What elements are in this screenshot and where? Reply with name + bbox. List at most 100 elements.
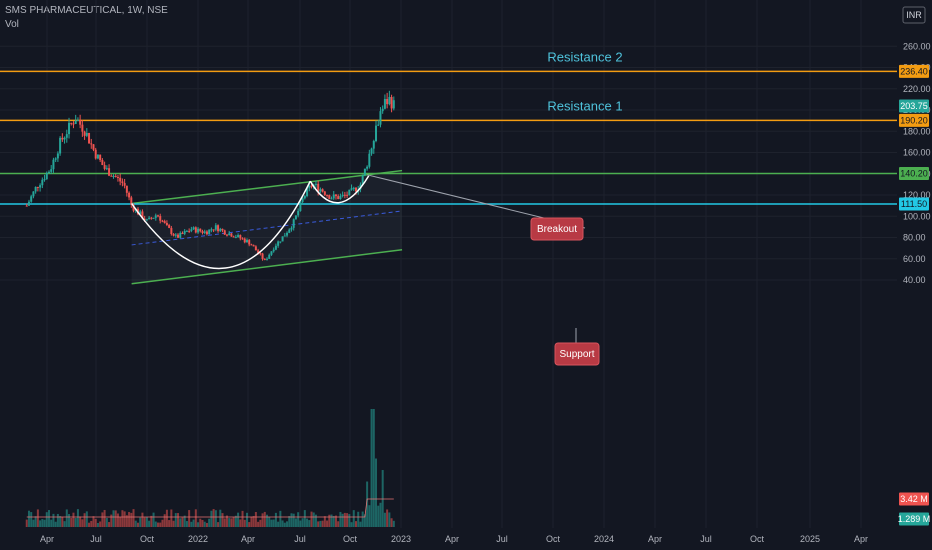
candle-body — [174, 234, 177, 236]
candle-body — [125, 185, 128, 193]
volume-bar — [68, 514, 71, 527]
candle-body — [205, 231, 208, 235]
volume-bar — [188, 510, 191, 527]
candle-body — [272, 249, 275, 252]
candle-body — [370, 148, 373, 154]
level-price-tag-text: 236.40 — [900, 66, 928, 76]
candle-body — [379, 111, 382, 125]
time-axis[interactable] — [0, 528, 932, 550]
candle-body — [245, 240, 248, 243]
volume-bar — [201, 519, 204, 527]
price-axis[interactable] — [897, 0, 932, 528]
candle-body — [375, 125, 378, 141]
volume-bar — [314, 514, 317, 527]
volume-bar — [36, 509, 39, 527]
candle-body — [310, 185, 313, 187]
volume-bar — [54, 521, 57, 527]
candle-body — [306, 188, 309, 197]
volume-bar — [65, 509, 68, 527]
volume-bar — [45, 512, 48, 527]
volume-bar — [372, 409, 375, 527]
volume-bar — [161, 519, 164, 527]
candle-body — [354, 187, 357, 192]
volume-bar — [81, 519, 84, 527]
candle-body — [388, 97, 391, 105]
volume-bar — [381, 470, 384, 527]
candle-body — [288, 229, 291, 233]
volume-bar — [377, 505, 380, 527]
volume-indicator-label[interactable]: Vol — [5, 19, 19, 30]
volume-bar — [237, 512, 240, 527]
candle-body — [192, 227, 195, 230]
volume-bar — [230, 518, 233, 527]
volume-bar — [39, 520, 42, 527]
candle-body — [243, 238, 246, 243]
volume-bar — [205, 522, 208, 527]
y-tick-label: 40.00 — [903, 275, 926, 285]
currency-button[interactable] — [902, 6, 926, 24]
candles — [25, 90, 395, 261]
candle-body — [177, 234, 180, 238]
candle-body — [337, 196, 340, 200]
volume-tag-text: 1.289 M — [898, 514, 931, 524]
x-tick-label: Apr — [854, 534, 868, 544]
volume-bars — [25, 409, 395, 527]
candle-body — [281, 236, 284, 242]
volume-bar — [125, 515, 128, 527]
volume-bar — [370, 409, 373, 527]
candle-body — [114, 175, 117, 178]
candle-body — [165, 222, 168, 226]
candle-body — [119, 177, 122, 182]
volume-bar — [79, 516, 82, 527]
candle-body — [299, 201, 302, 211]
volume-bar — [352, 510, 355, 527]
candle-body — [290, 227, 293, 230]
volume-bar — [163, 514, 166, 527]
candle-body — [232, 236, 235, 238]
candle-body — [183, 231, 186, 234]
volume-bar — [383, 512, 386, 527]
cup-handle-arcs — [131, 175, 370, 270]
candle-body — [319, 189, 322, 192]
volume-bar — [392, 520, 395, 527]
candle-body — [263, 258, 266, 260]
volume-bar — [228, 518, 231, 527]
volume-bar — [363, 514, 366, 527]
volume-bar — [132, 509, 135, 527]
x-tick-label: Apr — [648, 534, 662, 544]
volume-bar — [85, 511, 88, 527]
volume-bar — [103, 509, 106, 527]
candle-body — [99, 154, 102, 161]
candle-body — [339, 196, 342, 200]
candle-body — [308, 185, 311, 189]
volume-bar — [361, 511, 364, 527]
volume-bar — [292, 513, 295, 527]
candle-body — [45, 172, 48, 180]
candle-body — [368, 153, 371, 167]
volume-bar — [30, 512, 33, 527]
x-tick-label: Apr — [445, 534, 459, 544]
candle-body — [270, 251, 273, 255]
volume-bar — [312, 512, 315, 527]
breakout-callout[interactable] — [530, 217, 584, 241]
volume-bar — [299, 520, 302, 527]
candle-body — [237, 235, 240, 237]
volume-bar — [179, 518, 182, 527]
candle-body — [274, 245, 277, 250]
volume-tag — [899, 512, 929, 526]
volume-bar — [388, 512, 391, 527]
candle-body — [56, 153, 59, 159]
volume-bar — [375, 458, 378, 527]
volume-bar — [203, 521, 206, 527]
volume-bar — [141, 512, 144, 527]
candle-body — [254, 246, 257, 251]
candle-body — [190, 229, 193, 231]
candle-body — [208, 229, 211, 235]
candle-body — [163, 221, 166, 223]
y-tick-label: 260.00 — [903, 41, 931, 51]
volume-bar — [283, 522, 286, 527]
candle-body — [108, 168, 111, 176]
support-callout[interactable] — [554, 342, 600, 366]
volume-bar — [172, 520, 175, 527]
